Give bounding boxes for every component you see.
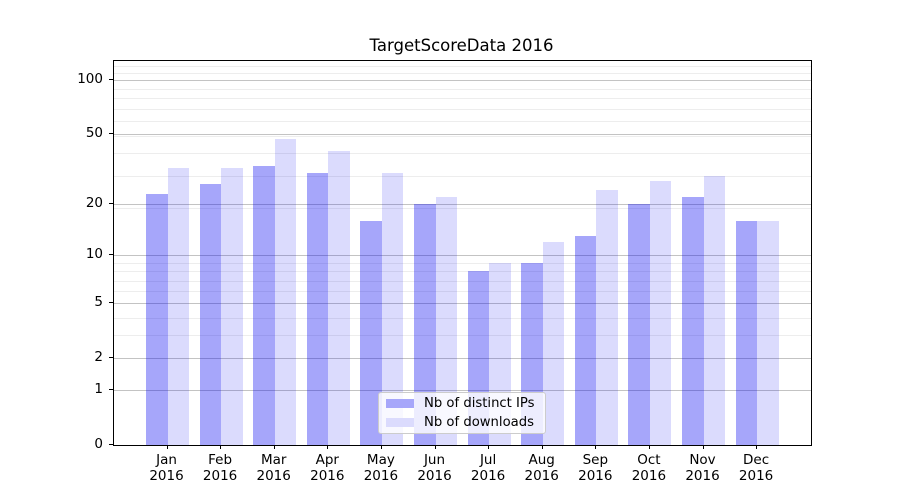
minor-gridline (114, 208, 811, 210)
major-gridline-50 (114, 133, 811, 135)
minor-gridline (114, 153, 811, 155)
bar-jan-nb-of-downloads (167, 168, 189, 445)
x-tick-mark (166, 445, 168, 449)
y-tick-mark (109, 132, 113, 134)
major-gridline-20 (114, 204, 811, 206)
chart-title: TargetScoreData 2016 (369, 36, 554, 55)
bar-sep-nb-of-distinct-ips (574, 236, 597, 445)
minor-gridline (114, 175, 811, 177)
y-tick-mark (109, 302, 113, 304)
plot-area (113, 60, 812, 446)
y-tick-mark (109, 389, 113, 391)
y-tick-label-2: 2 (94, 349, 103, 366)
bar-mar-nb-of-distinct-ips (253, 166, 275, 445)
bar-nov-nb-of-downloads (703, 175, 725, 445)
x-tick-mark (327, 445, 329, 449)
x-tick-label-jan: Jan 2016 (149, 452, 184, 484)
x-tick-label-dec: Dec 2016 (738, 452, 774, 484)
y-tick-mark (109, 444, 113, 445)
y-tick-label-20: 20 (85, 195, 103, 212)
minor-gridline (114, 280, 811, 282)
minor-gridline (114, 271, 811, 273)
legend: Nb of distinct IPs Nb of downloads (378, 392, 546, 434)
x-tick-label-oct: Oct 2016 (631, 452, 667, 484)
major-gridline-1 (114, 390, 811, 392)
legend-item-distinct-ips: Nb of distinct IPs (386, 396, 538, 411)
y-tick-mark (109, 203, 113, 205)
legend-label-distinct-ips: Nb of distinct IPs (424, 396, 535, 411)
bar-jun-nb-of-distinct-ips (414, 204, 436, 445)
minor-gridline (114, 89, 811, 91)
bar-oct-nb-of-distinct-ips (628, 204, 650, 445)
x-tick-mark (380, 445, 382, 449)
minor-gridline (114, 108, 811, 110)
y-tick-label-0: 0 (94, 436, 103, 452)
x-tick-label-may: May 2016 (363, 452, 399, 484)
minor-gridline (114, 135, 811, 137)
y-tick-label-10: 10 (85, 246, 103, 263)
bar-dec-nb-of-distinct-ips (735, 220, 758, 445)
x-tick-label-nov: Nov 2016 (685, 452, 720, 484)
x-tick-mark (541, 445, 543, 449)
minor-gridline (114, 317, 811, 319)
minor-gridline (114, 98, 811, 100)
y-tick-mark (109, 254, 113, 256)
x-tick-label-apr: Apr 2016 (310, 452, 345, 484)
x-tick-label-aug: Aug 2016 (524, 452, 559, 484)
bar-may-nb-of-distinct-ips (360, 220, 382, 445)
x-tick-label-sep: Sep 2016 (578, 452, 613, 484)
bar-feb-nb-of-downloads (221, 168, 243, 445)
x-tick-label-mar: Mar 2016 (256, 452, 291, 484)
y-tick-label-50: 50 (85, 124, 103, 141)
minor-gridline (114, 335, 811, 337)
y-tick-label-100: 100 (77, 70, 103, 87)
major-gridline-10 (114, 255, 811, 257)
minor-gridline (114, 291, 811, 293)
bar-feb-nb-of-distinct-ips (199, 184, 222, 445)
x-tick-mark (595, 445, 597, 449)
bar-oct-nb-of-downloads (649, 181, 672, 445)
y-tick-label-5: 5 (94, 294, 103, 311)
y-tick-mark (109, 78, 113, 80)
bar-aug-nb-of-downloads (542, 242, 565, 445)
bar-mar-nb-of-downloads (274, 138, 297, 445)
bar-jan-nb-of-distinct-ips (146, 193, 168, 445)
minor-gridline (114, 73, 811, 75)
x-tick-mark (756, 445, 758, 449)
y-tick-mark (109, 357, 113, 359)
y-tick-label-1: 1 (94, 381, 103, 398)
major-gridline-2 (114, 358, 811, 360)
x-tick-mark (434, 445, 436, 449)
x-tick-mark (273, 445, 275, 449)
bar-jun-nb-of-downloads (435, 196, 457, 445)
major-gridline-100 (114, 79, 811, 81)
bar-dec-nb-of-downloads (757, 220, 779, 445)
minor-gridline (114, 66, 811, 68)
legend-label-downloads: Nb of downloads (424, 415, 534, 430)
x-tick-mark (488, 445, 490, 449)
minor-gridline (114, 121, 811, 123)
x-tick-label-feb: Feb 2016 (202, 452, 238, 484)
legend-item-downloads: Nb of downloads (386, 415, 538, 430)
x-tick-mark (648, 445, 650, 449)
x-tick-label-jul: Jul 2016 (470, 452, 506, 484)
legend-swatch-distinct-ips (386, 398, 414, 409)
bar-nov-nb-of-distinct-ips (682, 196, 704, 445)
legend-swatch-downloads (386, 417, 414, 428)
bar-apr-nb-of-distinct-ips (306, 173, 329, 445)
bar-may-nb-of-downloads (381, 173, 404, 445)
x-tick-label-jun: Jun 2016 (417, 452, 452, 484)
major-gridline-5 (114, 303, 811, 305)
x-tick-mark (220, 445, 222, 449)
bar-apr-nb-of-downloads (328, 151, 350, 445)
x-tick-mark (702, 445, 704, 449)
minor-gridline (114, 262, 811, 264)
bar-sep-nb-of-downloads (596, 190, 618, 445)
